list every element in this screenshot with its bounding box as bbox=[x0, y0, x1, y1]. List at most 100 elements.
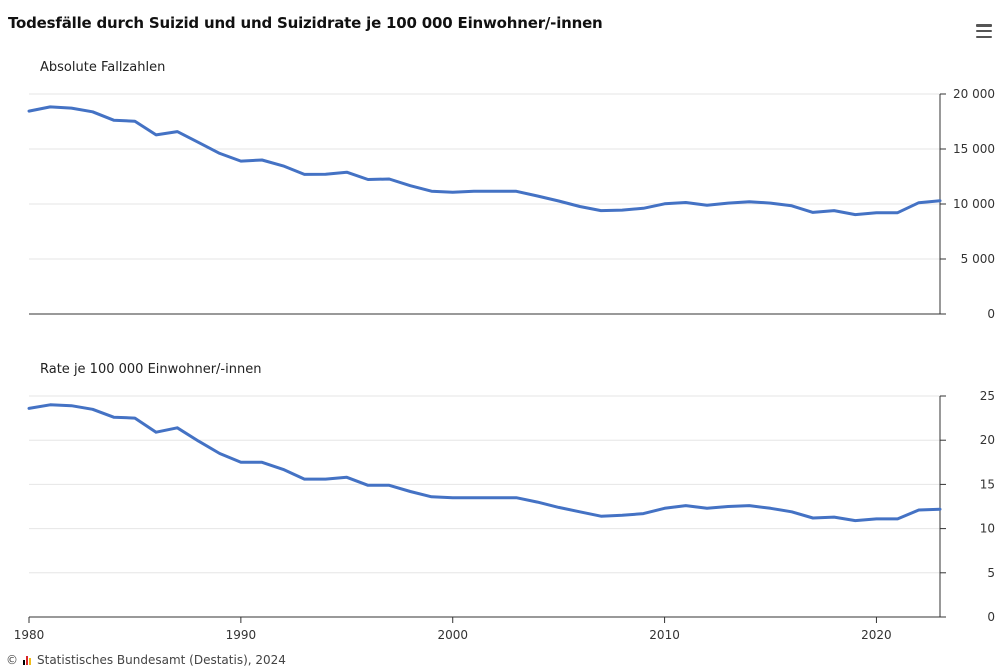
y-tick-label: 25 bbox=[980, 389, 995, 403]
data-point[interactable] bbox=[872, 515, 880, 523]
data-point[interactable] bbox=[258, 458, 266, 466]
data-point[interactable] bbox=[470, 187, 478, 195]
data-point[interactable] bbox=[449, 188, 457, 196]
data-point[interactable] bbox=[597, 512, 605, 520]
data-point[interactable] bbox=[851, 517, 859, 525]
data-point[interactable] bbox=[936, 505, 944, 513]
data-point[interactable] bbox=[661, 504, 669, 512]
data-point[interactable] bbox=[237, 458, 245, 466]
data-point[interactable] bbox=[300, 475, 308, 483]
data-point[interactable] bbox=[851, 211, 859, 219]
data-point[interactable] bbox=[639, 510, 647, 518]
data-point[interactable] bbox=[322, 475, 330, 483]
data-point[interactable] bbox=[152, 428, 160, 436]
y-tick-label: 0 bbox=[987, 307, 995, 321]
data-point[interactable] bbox=[279, 465, 287, 473]
data-point[interactable] bbox=[830, 513, 838, 521]
data-point[interactable] bbox=[46, 103, 54, 111]
data-point[interactable] bbox=[597, 207, 605, 215]
data-point[interactable] bbox=[470, 494, 478, 502]
data-point[interactable] bbox=[131, 117, 139, 125]
data-point[interactable] bbox=[131, 414, 139, 422]
data-point[interactable] bbox=[491, 187, 499, 195]
data-point[interactable] bbox=[682, 502, 690, 510]
data-point[interactable] bbox=[512, 494, 520, 502]
data-point[interactable] bbox=[745, 502, 753, 510]
data-point[interactable] bbox=[364, 175, 372, 183]
data-point[interactable] bbox=[449, 494, 457, 502]
data-point[interactable] bbox=[533, 498, 541, 506]
x-tick-label: 2020 bbox=[861, 628, 892, 642]
data-point[interactable] bbox=[512, 187, 520, 195]
y-tick-label: 20 bbox=[980, 433, 995, 447]
credit-text: Statistisches Bundesamt (Destatis), 2024 bbox=[37, 653, 286, 667]
data-point[interactable] bbox=[67, 402, 75, 410]
data-point[interactable] bbox=[618, 206, 626, 214]
data-point[interactable] bbox=[872, 209, 880, 217]
data-point[interactable] bbox=[809, 208, 817, 216]
data-point[interactable] bbox=[385, 175, 393, 183]
data-point[interactable] bbox=[428, 187, 436, 195]
data-point[interactable] bbox=[618, 511, 626, 519]
y-tick-label: 15 000 bbox=[953, 142, 995, 156]
data-point[interactable] bbox=[67, 104, 75, 112]
data-point[interactable] bbox=[279, 162, 287, 170]
data-point[interactable] bbox=[703, 201, 711, 209]
data-point[interactable] bbox=[533, 192, 541, 200]
data-point[interactable] bbox=[385, 481, 393, 489]
data-point[interactable] bbox=[915, 506, 923, 514]
data-point[interactable] bbox=[661, 200, 669, 208]
data-point[interactable] bbox=[258, 156, 266, 164]
data-point[interactable] bbox=[110, 116, 118, 124]
data-point[interactable] bbox=[216, 149, 224, 157]
data-point[interactable] bbox=[300, 170, 308, 178]
data-point[interactable] bbox=[46, 401, 54, 409]
data-point[interactable] bbox=[724, 503, 732, 511]
data-point[interactable] bbox=[767, 504, 775, 512]
data-point[interactable] bbox=[428, 493, 436, 501]
data-point[interactable] bbox=[576, 508, 584, 516]
y-tick-label: 5 000 bbox=[961, 252, 995, 266]
data-point[interactable] bbox=[343, 473, 351, 481]
data-point[interactable] bbox=[936, 197, 944, 205]
data-point[interactable] bbox=[25, 107, 33, 115]
data-point[interactable] bbox=[25, 404, 33, 412]
data-point[interactable] bbox=[491, 494, 499, 502]
data-point[interactable] bbox=[894, 209, 902, 217]
data-point[interactable] bbox=[194, 437, 202, 445]
data-point[interactable] bbox=[194, 138, 202, 146]
data-point[interactable] bbox=[788, 202, 796, 210]
data-point[interactable] bbox=[894, 515, 902, 523]
data-point[interactable] bbox=[682, 198, 690, 206]
data-point[interactable] bbox=[555, 197, 563, 205]
data-point[interactable] bbox=[237, 157, 245, 165]
data-point[interactable] bbox=[173, 424, 181, 432]
series-line[interactable] bbox=[27, 105, 942, 217]
data-point[interactable] bbox=[110, 413, 118, 421]
data-point[interactable] bbox=[830, 207, 838, 215]
data-point[interactable] bbox=[724, 199, 732, 207]
data-point[interactable] bbox=[809, 514, 817, 522]
data-point[interactable] bbox=[216, 449, 224, 457]
data-point[interactable] bbox=[406, 182, 414, 190]
data-point[interactable] bbox=[576, 203, 584, 211]
data-point[interactable] bbox=[639, 204, 647, 212]
data-point[interactable] bbox=[767, 199, 775, 207]
data-point[interactable] bbox=[555, 503, 563, 511]
data-point[interactable] bbox=[364, 481, 372, 489]
hamburger-menu-icon[interactable] bbox=[976, 24, 992, 38]
data-point[interactable] bbox=[89, 405, 97, 413]
data-point[interactable] bbox=[89, 108, 97, 116]
data-point[interactable] bbox=[745, 198, 753, 206]
data-point[interactable] bbox=[788, 508, 796, 516]
data-point[interactable] bbox=[406, 487, 414, 495]
series-line[interactable] bbox=[27, 403, 942, 523]
y-tick-label: 0 bbox=[987, 610, 995, 624]
data-point[interactable] bbox=[343, 168, 351, 176]
data-point[interactable] bbox=[173, 128, 181, 136]
data-point[interactable] bbox=[915, 199, 923, 207]
data-point[interactable] bbox=[703, 504, 711, 512]
data-point[interactable] bbox=[322, 170, 330, 178]
data-point[interactable] bbox=[152, 131, 160, 139]
